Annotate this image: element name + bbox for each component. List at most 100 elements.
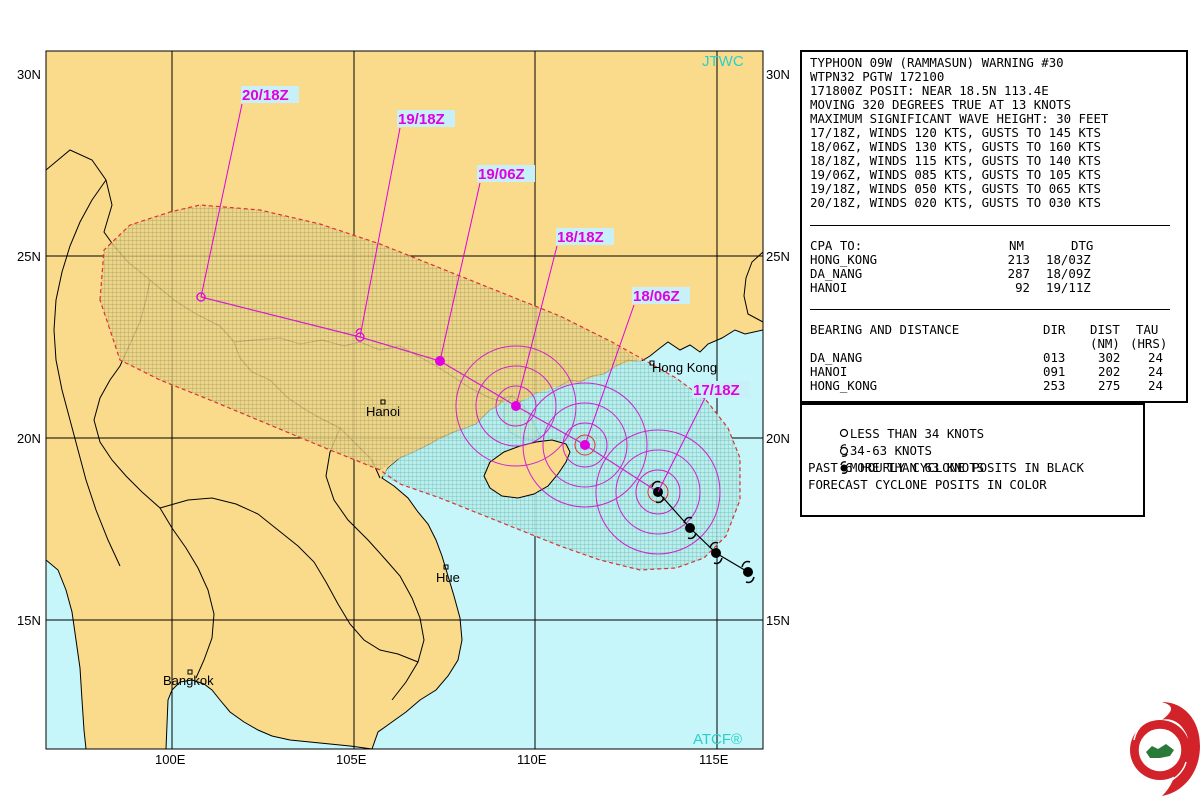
wind-radius-ring [562, 422, 608, 468]
wind-radius-ring [615, 449, 701, 535]
bearing-header-dir: DIR [1043, 322, 1066, 337]
legend-note: PAST 6 HOURLY CYCLONE POSITS IN BLACK [808, 460, 1085, 475]
cpa-row: HANOI 92 19/11Z [810, 281, 1170, 295]
wind-radius-ring [455, 345, 577, 467]
bearing-tau: 24 [1148, 378, 1163, 393]
bearing-tau: 24 [1148, 364, 1163, 379]
filled-cyclone-icon [840, 461, 848, 474]
forecast-label-19-06z: 19/06Z [478, 166, 525, 183]
city-label-hong-kong: Hong Kong [652, 360, 717, 375]
wind-radii [455, 345, 721, 555]
city-marker-bangkok [187, 669, 193, 675]
forecast-time-labels: 20/18Z 19/18Z 19/06Z 18/18Z 18/06Z 17/18… [241, 86, 750, 399]
forecast-label-20-18z: 20/18Z [242, 87, 289, 104]
lat-label: 25N [766, 249, 790, 264]
bearing-subheader-hrs: (HRS) [1130, 336, 1168, 351]
map-canvas [46, 51, 763, 749]
legend-box: LESS THAN 34 KNOTS 34-63 KNOTS MORE THAN… [800, 403, 1145, 517]
legend-label: LESS THAN 34 KNOTS [849, 426, 985, 441]
divider [810, 309, 1170, 310]
wind-radius-ring [595, 429, 721, 555]
lat-label: 25N [17, 249, 41, 264]
warning-line: MOVING 320 DEGREES TRUE AT 13 KNOTS [810, 97, 1072, 112]
cpa-row: DA_NANG 287 18/09Z [810, 267, 1170, 281]
lat-label: 30N [17, 67, 41, 82]
legend-item: 34-63 KNOTS [808, 425, 1143, 458]
warning-line: 171800Z POSIT: NEAR 18.5N 113.4E [810, 83, 1049, 98]
legend-label: MORE THAN 63 KNOTS [849, 460, 985, 475]
city-markers [187, 360, 655, 675]
cpa-row: HONG_KONG 213 18/03Z [810, 253, 1170, 267]
lon-label: 115E [699, 752, 729, 767]
city-label-hanoi: Hanoi [366, 404, 400, 419]
warning-line: MAXIMUM SIGNIFICANT WAVE HEIGHT: 30 FEET [810, 111, 1109, 126]
lon-label: 100E [155, 752, 186, 767]
cpa-dtg: 19/11Z [1046, 280, 1091, 295]
bearing-header-label: BEARING AND DISTANCE [810, 322, 960, 337]
bearing-place: HANOI [810, 364, 848, 379]
open-cyclone-icon [839, 444, 848, 457]
bearing-dir: 013 [1043, 350, 1066, 365]
city-label-hue: Hue [436, 570, 460, 585]
forecast-label-19-18z: 19/18Z [398, 111, 445, 128]
jtwc-label: JTWC [702, 53, 744, 70]
warning-line: TYPHOON 09W (RAMMASUN) WARNING #30 [810, 55, 1064, 70]
bearing-tau: 24 [1148, 350, 1163, 365]
bearing-header-dist: DIST [1090, 322, 1120, 337]
warning-line: 20/18Z, WINDS 020 KTS, GUSTS TO 030 KTS [810, 195, 1101, 210]
gulf-of-thailand [165, 679, 373, 749]
danger-swath-outline [99, 204, 741, 571]
cpa-place: HONG_KONG [810, 252, 878, 267]
city-marker-hong-kong [649, 360, 655, 366]
warning-info-box: TYPHOON 09W (RAMMASUN) WARNING #30 WTPN3… [800, 50, 1188, 403]
warning-line: 18/06Z, WINDS 130 KTS, GUSTS TO 160 KTS [810, 139, 1101, 154]
label-leaders [200, 103, 706, 493]
cpa-nm: 287 [1007, 266, 1030, 281]
latitude-labels-left: 30N 25N 20N 15N [17, 67, 41, 628]
legend-item: LESS THAN 34 KNOTS [808, 408, 1143, 441]
divider [810, 225, 1170, 226]
warning-lines: TYPHOON 09W (RAMMASUN) WARNING #30 WTPN3… [810, 56, 1186, 210]
forecast-position-marker [196, 292, 206, 302]
legend-label: 34-63 KNOTS [849, 443, 932, 458]
past-track-line [657, 491, 749, 573]
cpa-header-dtg: DTG [1071, 238, 1094, 253]
legend-note: FORECAST CYCLONE POSITS IN COLOR [808, 477, 1047, 492]
forecast-label-18-06z: 18/06Z [633, 288, 680, 305]
cpa-header-label: CPA TO: [810, 238, 863, 253]
wind-radius-ring [635, 469, 681, 515]
bearing-row: HANOI 091 202 24 [810, 365, 1180, 379]
bearing-header-tau: TAU [1136, 322, 1159, 337]
wind-radius-ring [475, 365, 557, 447]
bearing-place: DA_NANG [810, 350, 863, 365]
cpa-header-nm: NM [1009, 238, 1024, 253]
warning-line: 18/18Z, WINDS 115 KTS, GUSTS TO 140 KTS [810, 153, 1101, 168]
bearing-dist: 275 [1098, 378, 1121, 393]
cpa-dtg: 18/09Z [1046, 266, 1091, 281]
legend-item: MORE THAN 63 KNOTS [808, 442, 1143, 475]
past-position-marker [741, 560, 755, 584]
forecast-label-17-18z: 17/18Z [693, 382, 740, 399]
lat-label: 20N [766, 431, 790, 446]
wind-radius-ring-inner [574, 434, 596, 456]
city-marker-hue [443, 564, 449, 570]
lat-label: 20N [17, 431, 41, 446]
bearing-dist: 202 [1098, 364, 1121, 379]
lon-label: 105E [336, 752, 367, 767]
cpa-place: DA_NANG [810, 266, 863, 281]
bearing-row: DA_NANG 013 302 24 [810, 351, 1180, 365]
lat-label: 15N [17, 613, 41, 628]
lat-label: 15N [766, 613, 790, 628]
warning-line: 19/06Z, WINDS 085 KTS, GUSTS TO 105 KTS [810, 167, 1101, 182]
forecast-track-line [200, 296, 659, 493]
bearing-dir: 091 [1043, 364, 1066, 379]
forecast-label-18-18z: 18/18Z [557, 229, 604, 246]
cpa-dtg: 18/03Z [1046, 252, 1091, 267]
latitude-labels-right: 30N 25N 20N 15N [766, 67, 790, 628]
bearing-subheader-nm: (NM) [1090, 336, 1120, 351]
lat-label: 30N [766, 67, 790, 82]
bearing-table: BEARING AND DISTANCE DIR DIST TAU (NM) (… [810, 323, 1180, 393]
warning-line: 17/18Z, WINDS 120 KTS, GUSTS TO 145 KTS [810, 125, 1101, 140]
jtwc-seal-logo [1130, 702, 1200, 796]
